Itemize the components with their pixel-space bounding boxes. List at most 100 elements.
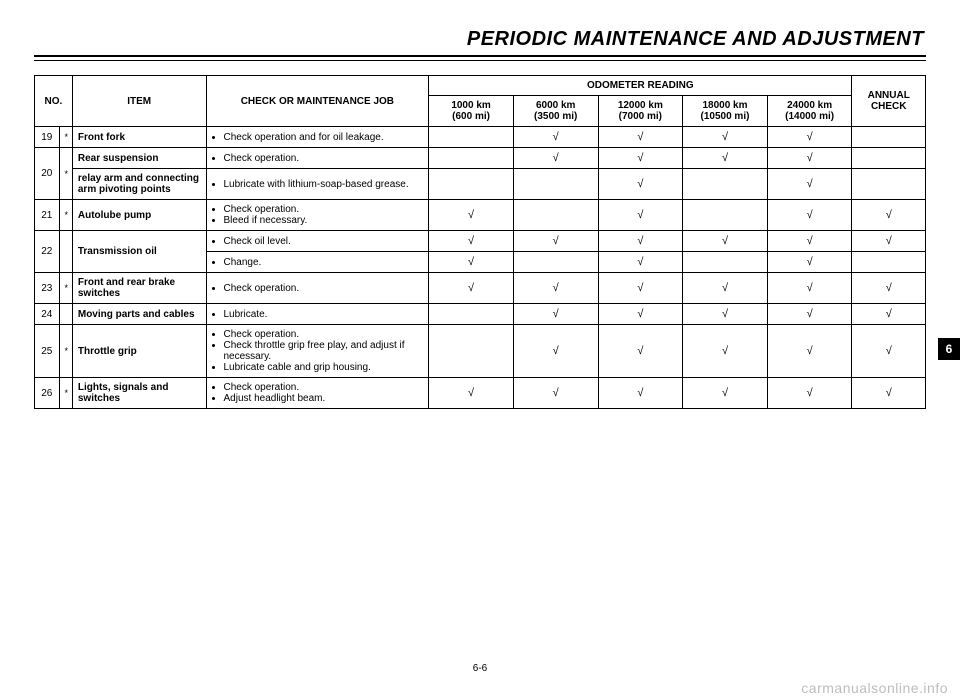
odometer-check: √ [513,325,598,378]
odometer-check: √ [683,304,768,325]
odometer-check: √ [429,252,514,273]
annual-check: √ [852,200,926,231]
row-item: Transmission oil [72,231,206,273]
odometer-check [429,127,514,148]
page: PERIODIC MAINTENANCE AND ADJUSTMENT NO. … [0,0,960,700]
row-item: Front fork [72,127,206,148]
odometer-check: √ [683,378,768,409]
annual-check [852,127,926,148]
job-cell: Change. [206,252,429,273]
odometer-check: √ [598,252,683,273]
job-cell: Check operation. [206,148,429,169]
col-18000: 18000 km(10500 mi) [683,96,768,127]
odometer-check: √ [683,273,768,304]
rule-thick [34,55,926,57]
odometer-check: √ [683,325,768,378]
row-asterisk [59,304,72,325]
job-cell: Check operation and for oil leakage. [206,127,429,148]
col-6000: 6000 km(3500 mi) [513,96,598,127]
odometer-check: √ [598,127,683,148]
odometer-check: √ [513,148,598,169]
table-row: 22Transmission oilCheck oil level.√√√√√√ [35,231,926,252]
table-head-row-1: NO. ITEM CHECK OR MAINTENANCE JOB ODOMET… [35,76,926,96]
odometer-check: √ [598,273,683,304]
row-item: Front and rear brake switches [72,273,206,304]
odometer-check: √ [767,231,852,252]
row-no: 25 [35,325,60,378]
odometer-check: √ [598,325,683,378]
odometer-check: √ [683,148,768,169]
odometer-check [429,325,514,378]
row-item: Throttle grip [72,325,206,378]
row-asterisk: * [59,148,72,200]
odometer-check: √ [683,231,768,252]
table-row: relay arm and connecting arm pivoting po… [35,169,926,200]
odometer-check: √ [598,169,683,200]
table-row: 23*Front and rear brake switchesCheck op… [35,273,926,304]
odometer-check: √ [513,304,598,325]
col-annual: ANNUAL CHECK [852,76,926,127]
job-cell: Check operation.Check throttle grip free… [206,325,429,378]
table-row: 21*Autolube pumpCheck operation.Bleed if… [35,200,926,231]
odometer-check: √ [429,273,514,304]
odometer-check: √ [513,273,598,304]
table-row: 24Moving parts and cablesLubricate.√√√√√ [35,304,926,325]
col-1000: 1000 km(600 mi) [429,96,514,127]
odometer-check [683,252,768,273]
page-title: PERIODIC MAINTENANCE AND ADJUSTMENT [34,28,926,51]
table-head: NO. ITEM CHECK OR MAINTENANCE JOB ODOMET… [35,76,926,127]
chapter-tab: 6 [938,338,960,360]
odometer-check: √ [429,231,514,252]
odometer-check: √ [767,273,852,304]
row-item: Autolube pump [72,200,206,231]
odometer-check: √ [598,304,683,325]
job-cell: Check operation. [206,273,429,304]
annual-check: √ [852,304,926,325]
odometer-check [683,169,768,200]
row-asterisk: * [59,127,72,148]
odometer-check [429,304,514,325]
job-cell: Check oil level. [206,231,429,252]
table-row: 26*Lights, signals and switchesCheck ope… [35,378,926,409]
job-cell: Lubricate with lithium-soap-based grease… [206,169,429,200]
odometer-check [429,169,514,200]
annual-check: √ [852,378,926,409]
odometer-check [513,252,598,273]
row-asterisk: * [59,325,72,378]
maintenance-table: NO. ITEM CHECK OR MAINTENANCE JOB ODOMET… [34,75,926,409]
col-24000: 24000 km(14000 mi) [767,96,852,127]
row-item: relay arm and connecting arm pivoting po… [72,169,206,200]
row-no: 22 [35,231,60,273]
annual-check: √ [852,325,926,378]
odometer-check: √ [767,378,852,409]
odometer-check: √ [767,148,852,169]
odometer-check: √ [767,304,852,325]
row-no: 24 [35,304,60,325]
job-cell: Check operation.Bleed if necessary. [206,200,429,231]
col-no: NO. [35,76,73,127]
col-job: CHECK OR MAINTENANCE JOB [206,76,429,127]
row-no: 19 [35,127,60,148]
odometer-check: √ [598,231,683,252]
row-no: 23 [35,273,60,304]
col-odometer: ODOMETER READING [429,76,852,96]
row-item: Rear suspension [72,148,206,169]
row-asterisk: * [59,200,72,231]
job-cell: Check operation.Adjust headlight beam. [206,378,429,409]
annual-check [852,148,926,169]
odometer-check: √ [767,252,852,273]
odometer-check: √ [429,200,514,231]
odometer-check: √ [598,378,683,409]
odometer-check: √ [767,127,852,148]
job-cell: Lubricate. [206,304,429,325]
odometer-check: √ [767,169,852,200]
odometer-check: √ [598,148,683,169]
row-item: Lights, signals and switches [72,378,206,409]
annual-check [852,252,926,273]
row-no: 26 [35,378,60,409]
table-row: 20*Rear suspensionCheck operation.√√√√ [35,148,926,169]
page-number: 6-6 [0,663,960,674]
odometer-check [513,169,598,200]
table-row: 25*Throttle gripCheck operation.Check th… [35,325,926,378]
row-asterisk: * [59,273,72,304]
